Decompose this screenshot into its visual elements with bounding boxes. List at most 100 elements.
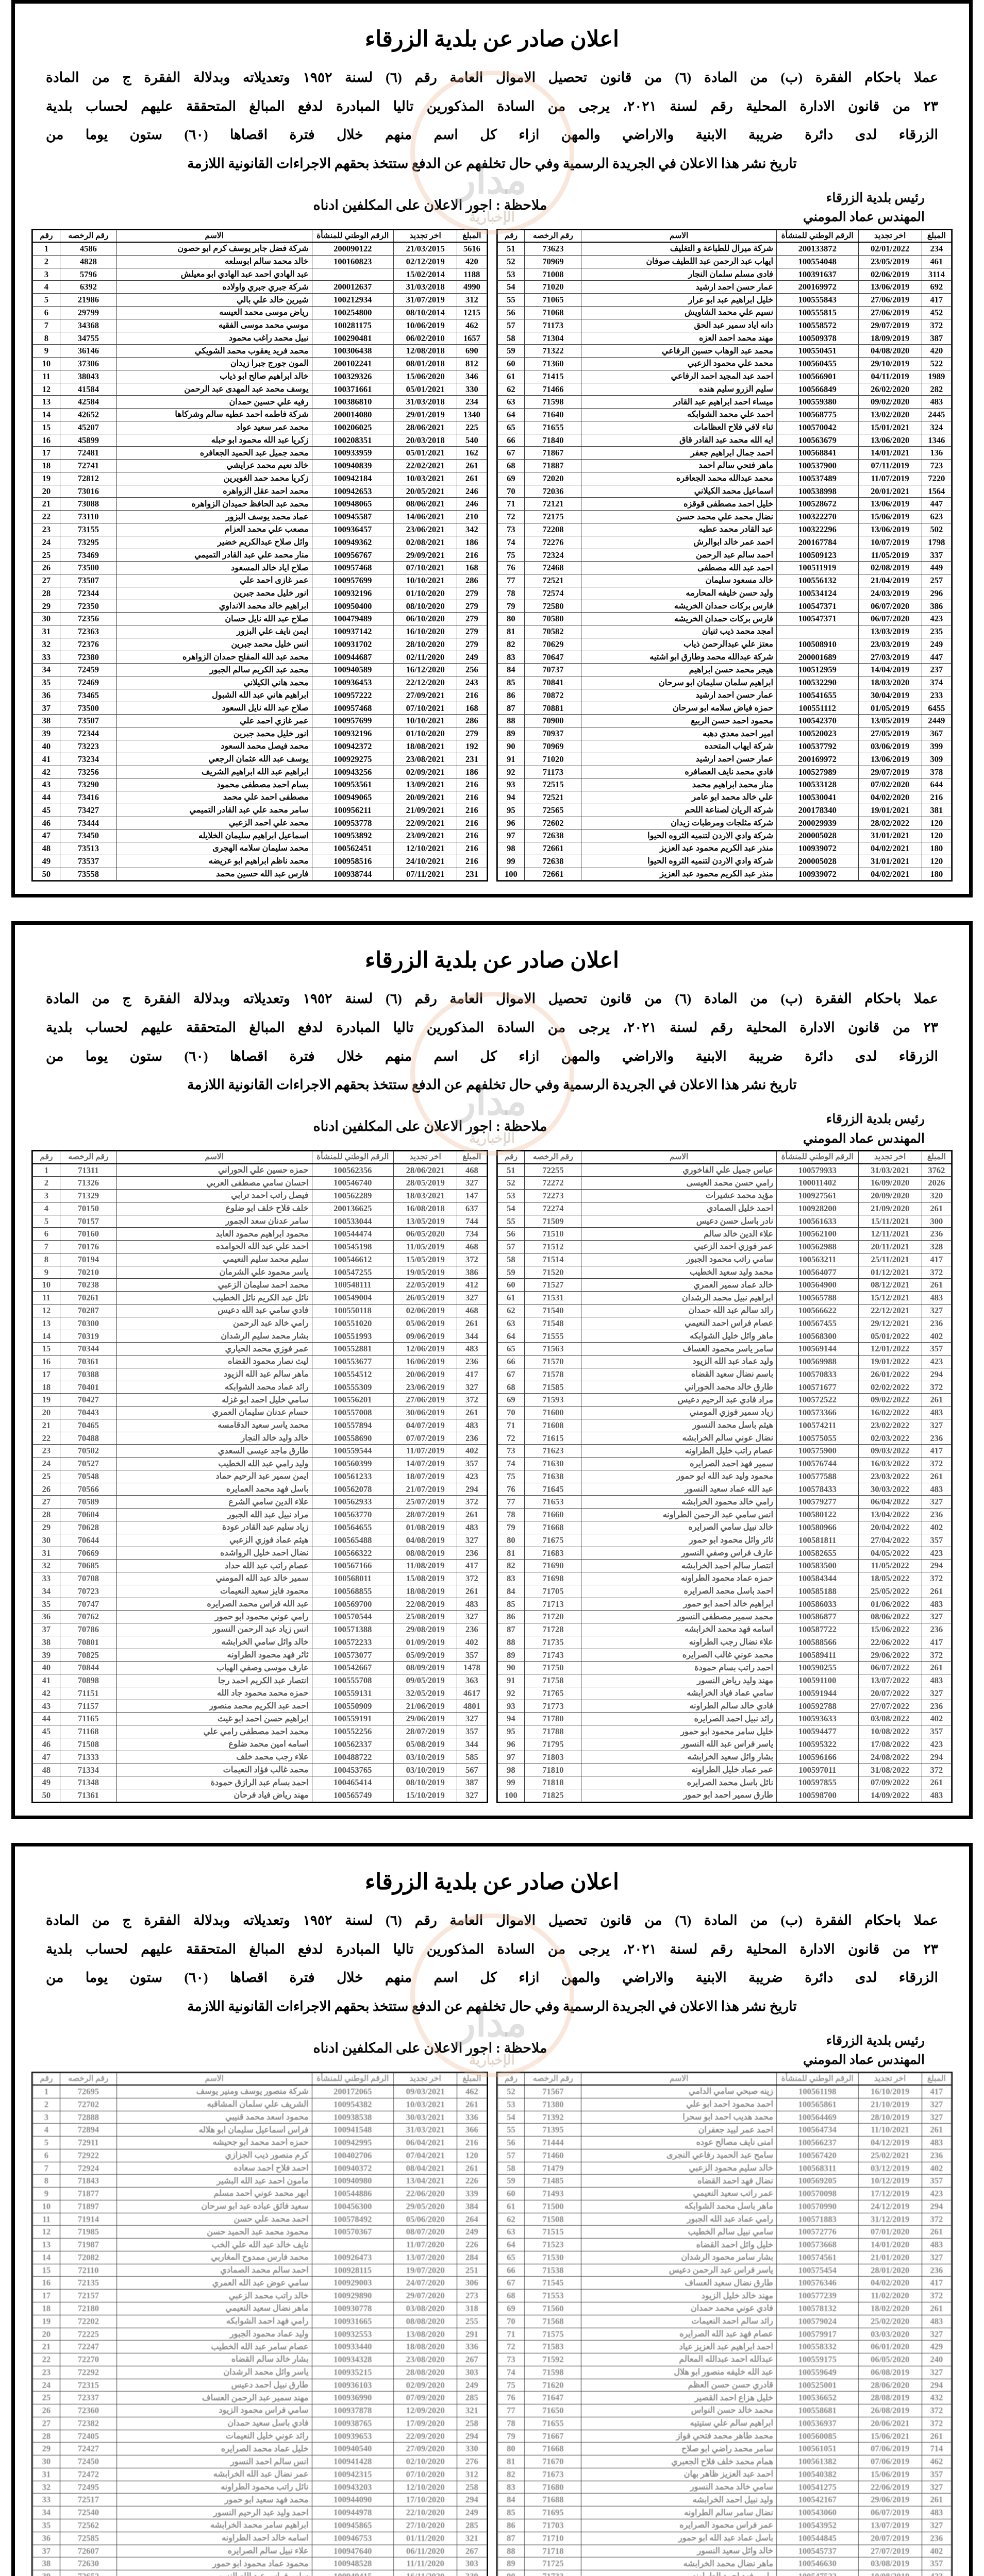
table-cell: عبدالله احمد عبدالله المعالم: [581, 2353, 777, 2366]
table-cell: 08/09/2019: [393, 1661, 458, 1675]
table-row: 294 17/10/2020 100944090 محمد فهد سعيد ابو …: [32, 2493, 487, 2507]
table-cell: 20/05/2021: [393, 484, 458, 498]
table-cell: 71479: [524, 2161, 582, 2175]
table-cell: 71803: [524, 1750, 582, 1764]
table-cell: 402: [457, 1444, 487, 1458]
table-cell: وليد عماد عبد الله الزيود: [581, 1355, 777, 1368]
page-title: اعلان صادر عن بلدية الزرقاء: [365, 948, 619, 973]
table-cell: 21986: [59, 293, 117, 307]
table-cell: 100011402: [776, 1176, 859, 1190]
table-cell: 72468: [524, 561, 582, 575]
table-cell: 22/12/2021: [858, 1303, 922, 1317]
table-cell: 32: [32, 2480, 60, 2494]
table-cell: 02/03/2022: [858, 1431, 922, 1445]
table-cell: 4617: [457, 1686, 487, 1700]
table-cell: 39: [32, 1648, 60, 1662]
table-cell: 261: [921, 1584, 952, 1598]
table-cell: 71818: [524, 1776, 582, 1790]
table-cell: 09/06/2019: [393, 1329, 458, 1343]
table-cell: 71157: [59, 1699, 117, 1713]
table-cell: 216: [457, 2136, 487, 2149]
table-cell: 71510: [524, 1227, 582, 1241]
table-row: 261 08/04/2021 100940372 احمد فلاح احمد سعا…: [32, 2161, 487, 2175]
table-cell: 100558332: [776, 2340, 859, 2354]
table-cell: 91: [497, 752, 525, 766]
table-cell: 71987: [59, 2238, 117, 2251]
table-cell: 43: [32, 778, 60, 792]
table-cell: 71703: [524, 2519, 582, 2532]
table-cell: 13/03/2019: [858, 625, 922, 638]
table-cell: 423: [921, 612, 952, 626]
table-cell: 249: [457, 2378, 487, 2392]
table-cell: 45: [32, 1725, 60, 1739]
table-cell: 82: [497, 637, 525, 651]
table-cell: 98: [497, 1763, 525, 1777]
table-cell: 2: [32, 1176, 60, 1190]
table-cell: 23/05/2019: [858, 255, 922, 268]
table-cell: 71348: [59, 1776, 117, 1790]
table-cell: 100578433: [776, 1482, 859, 1496]
table-cell: 70825: [59, 1648, 117, 1662]
table-cell: 72459: [59, 663, 117, 677]
table-cell: 72270: [59, 2353, 117, 2366]
table-row: 372 20/06/2021 100536937 ابراهيم سالم علي س…: [497, 2416, 952, 2430]
table-cell: محمد علي محمود الزعبي: [581, 357, 777, 370]
table-cell: علاء نبيل سالم الصرايره: [116, 2544, 312, 2558]
column-header: اخر تجديد: [393, 1151, 458, 1164]
table-cell: 100254800: [311, 306, 394, 319]
table-cell: 420: [921, 344, 952, 358]
table-cell: 13/05/2019: [858, 714, 922, 728]
table-cell: 100537792: [776, 740, 859, 753]
table-cell: المون جورج جبرا زيدان: [116, 357, 312, 370]
table-cell: 306: [457, 2276, 487, 2290]
table-cell: 54: [497, 2110, 525, 2124]
table-cell: ايمن نايف علي البزور: [116, 625, 312, 638]
table-cell: 366: [457, 2123, 487, 2137]
table-row: 236 20/07/2019 100544845 باسل عماد عبد الله…: [497, 2531, 952, 2545]
table-row: 327 25/08/2019 100570544 رامي عوني محمود اب…: [32, 1610, 487, 1624]
table-cell: 15: [32, 2263, 60, 2277]
table-row: 483 01/08/2019 100564655 زياد سليم عبد القا…: [32, 1521, 487, 1534]
table-cell: 72521: [524, 791, 582, 804]
table-cell: 261: [921, 1201, 952, 1215]
table-cell: 1657: [457, 331, 487, 345]
table-cell: رامي خالد عبد الرحمن: [116, 1316, 312, 1330]
table-cell: 734: [457, 1227, 487, 1241]
table-row: 267 23/08/2020 100934328 بشار خالد سالم الق…: [32, 2353, 487, 2366]
table-cell: 37306: [59, 357, 117, 370]
table-cell: 04/02/2020: [858, 2276, 922, 2290]
table-cell: 261: [921, 2302, 952, 2315]
table-cell: 27/09/2021: [393, 688, 458, 702]
table-cell: 72363: [59, 625, 117, 638]
table-cell: 73513: [59, 842, 117, 855]
table-cell: 294: [921, 2378, 952, 2392]
table-row: 192 18/08/2021 100942372 محمد فيصل محمد الس…: [32, 740, 487, 753]
table-cell: 27: [32, 1495, 60, 1509]
table-cell: 258: [457, 2480, 487, 2494]
table-row: 483 16/02/2022 100573366 زياد سمير فوزي الم…: [497, 1406, 952, 1419]
table-cell: 74: [497, 2365, 525, 2379]
table-cell: 180: [921, 867, 952, 881]
table-cell: 72324: [524, 548, 582, 562]
table-cell: 02/09/2020: [393, 2378, 458, 2392]
table-row: 7220 11/07/2019 100537489 محمد عبدالله محمد…: [497, 471, 952, 485]
table-cell: 47: [32, 1750, 60, 1764]
table-cell: 9: [32, 1265, 60, 1279]
table-cell: 100568311: [776, 2161, 859, 2175]
table-cell: 71713: [524, 1597, 582, 1611]
table-cell: 72082: [59, 2250, 117, 2264]
table-row: 120 28/02/2022 200029939 شركة مثلجات ومرطبا…: [497, 816, 952, 830]
table-cell: 100958516: [311, 854, 394, 868]
table-cell: 70589: [59, 1495, 117, 1509]
table-row: 236 13/04/2022 100580122 انس سامي عبد الرحم…: [497, 1508, 952, 1521]
table-cell: 372: [921, 2404, 952, 2417]
table-cell: 282: [921, 382, 952, 396]
table-cell: 71914: [59, 2212, 117, 2226]
table-cell: 70: [497, 1406, 525, 1419]
table-cell: 04/12/2019: [858, 2136, 922, 2149]
table-cell: 62: [497, 1303, 525, 1317]
body-line-3: الزرقاء لدى دائرة ضريبة الابنية والاراضي…: [46, 1048, 938, 1064]
table-cell: مراد فادي عبد الرحيم دعيس: [581, 1393, 777, 1407]
table-cell: 100931665: [311, 2314, 394, 2328]
table-cell: 5: [32, 2136, 60, 2149]
